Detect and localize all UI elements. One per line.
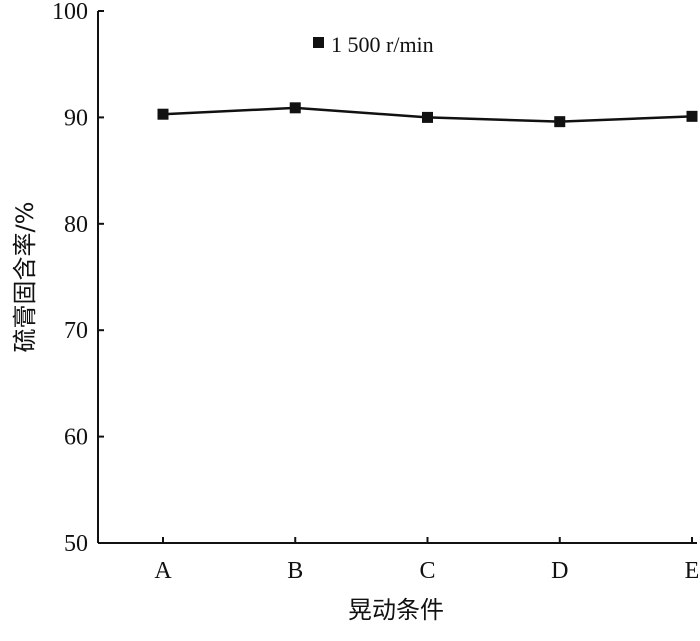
y-tick-label: 70 — [64, 318, 88, 344]
y-tick-label: 50 — [64, 531, 88, 557]
data-point — [554, 116, 566, 128]
legend-marker — [313, 37, 324, 48]
data-point — [289, 102, 301, 114]
x-tick-label: E — [685, 558, 700, 584]
x-axis-title: 晃动条件 — [348, 596, 444, 624]
y-tick-label: 90 — [64, 105, 88, 131]
data-point — [422, 111, 433, 123]
data-point — [686, 110, 698, 122]
legend-label: 1 500 r/min — [331, 32, 434, 57]
axes — [97, 11, 697, 544]
y-tick-label: 100 — [52, 0, 88, 25]
data-point — [157, 108, 169, 120]
x-tick-label: C — [419, 558, 435, 584]
x-tick-label: B — [287, 558, 303, 584]
x-tick-label: A — [154, 558, 172, 584]
y-tick-label: 80 — [64, 212, 88, 238]
legend: 1 500 r/min — [313, 32, 434, 57]
y-ticks: 50 60 70 80 90 100 — [52, 0, 104, 557]
x-tick-label: D — [551, 558, 568, 584]
x-ticks: A B C D E — [154, 537, 699, 584]
y-tick-label: 60 — [64, 425, 88, 451]
series — [157, 102, 698, 128]
y-axis-title: 硫膏固含率/% — [11, 202, 39, 353]
